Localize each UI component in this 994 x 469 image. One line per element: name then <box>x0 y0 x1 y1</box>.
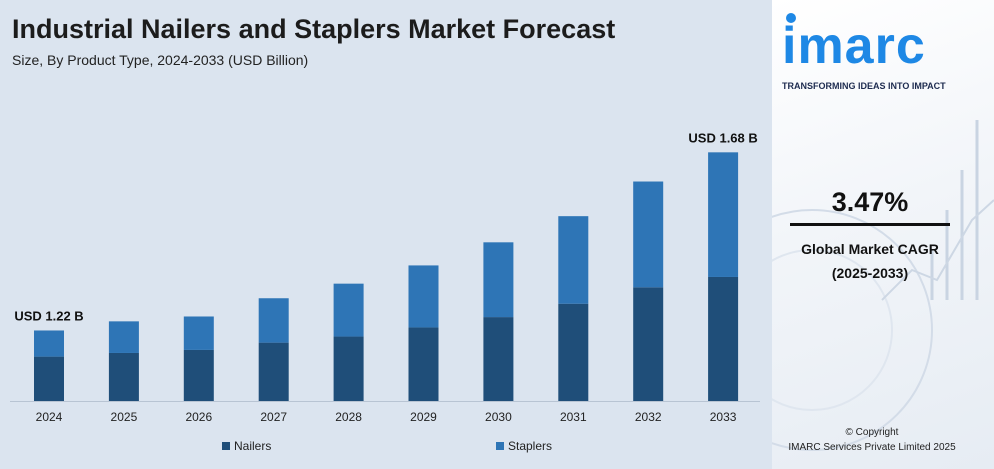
legend-label-staplers: Staplers <box>508 439 553 453</box>
bar-staplers-2028 <box>333 283 364 337</box>
cagr-label: Global Market CAGR (2025-2033) <box>772 237 968 285</box>
bar-staplers-2025 <box>108 321 139 353</box>
bar-nailers-2026 <box>183 349 214 401</box>
bar-staplers-2026 <box>183 316 214 350</box>
x-tick-label-2033: 2033 <box>710 410 737 424</box>
copyright-notice: © Copyright IMARC Services Private Limit… <box>772 425 972 455</box>
brand-tagline: TRANSFORMING IDEAS INTO IMPACT <box>782 81 946 91</box>
chart-subtitle: Size, By Product Type, 2024-2033 (USD Bi… <box>12 52 309 68</box>
bar-staplers-2030 <box>483 242 514 318</box>
x-tick-label-2028: 2028 <box>335 410 362 424</box>
cagr-label-line1: Global Market CAGR <box>801 241 939 257</box>
x-tick-label-2027: 2027 <box>260 410 287 424</box>
info-panel: imarc TRANSFORMING IDEAS INTO IMPACT 3.4… <box>772 0 994 469</box>
logo-dot <box>786 13 796 23</box>
copyright-line2: IMARC Services Private Limited 2025 <box>788 442 956 453</box>
bar-nailers-2028 <box>333 336 364 401</box>
x-tick-label-2032: 2032 <box>635 410 662 424</box>
bar-nailers-2031 <box>558 303 589 401</box>
bar-staplers-2032 <box>633 181 664 288</box>
cagr-divider <box>790 223 950 226</box>
data-label-2024: USD 1.22 B <box>14 308 83 323</box>
bar-nailers-2027 <box>258 342 289 401</box>
imarc-logo: imarc <box>782 17 926 75</box>
x-tick-label-2024: 2024 <box>36 410 63 424</box>
background-graphic <box>772 120 994 451</box>
x-tick-label-2026: 2026 <box>185 410 212 424</box>
legend-label-nailers: Nailers <box>234 439 272 453</box>
legend-item-staplers: Staplers <box>496 439 552 453</box>
cagr-value: 3.47% <box>831 187 909 217</box>
bar-staplers-2024 <box>34 330 64 357</box>
bar-nailers-2025 <box>108 352 139 401</box>
cagr-label-line2: (2025-2033) <box>831 265 909 281</box>
bar-nailers-2033 <box>708 276 739 401</box>
x-tick-label-2029: 2029 <box>410 410 437 424</box>
bar-staplers-2031 <box>558 216 589 304</box>
bar-staplers-2027 <box>258 298 289 343</box>
bar-staplers-2033 <box>708 152 739 277</box>
bar-chart: 2024 2025 2026 2027 2028 2029 2030 2031 2032 2033… <box>10 130 760 424</box>
x-tick-label-2025: 2025 <box>111 410 138 424</box>
chart-panel: 2024 2025 2026 2027 2028 2029 2030 2031 2032 2033… <box>0 0 772 469</box>
bar-nailers-2032 <box>633 287 664 401</box>
data-label-2033: USD 1.68 B <box>688 130 757 145</box>
legend-item-nailers: Nailers <box>222 439 271 453</box>
bar-nailers-2029 <box>408 327 439 401</box>
bar-nailers-2024 <box>34 356 64 401</box>
bar-nailers-2030 <box>483 317 514 401</box>
chart-title: Industrial Nailers and Staplers Market F… <box>12 14 616 44</box>
x-tick-label-2030: 2030 <box>485 410 512 424</box>
x-tick-label-2031: 2031 <box>560 410 587 424</box>
bar-staplers-2029 <box>408 265 439 328</box>
legend-swatch-staplers <box>496 442 504 450</box>
legend-swatch-nailers <box>222 442 230 450</box>
copyright-line1: © Copyright <box>845 427 899 438</box>
